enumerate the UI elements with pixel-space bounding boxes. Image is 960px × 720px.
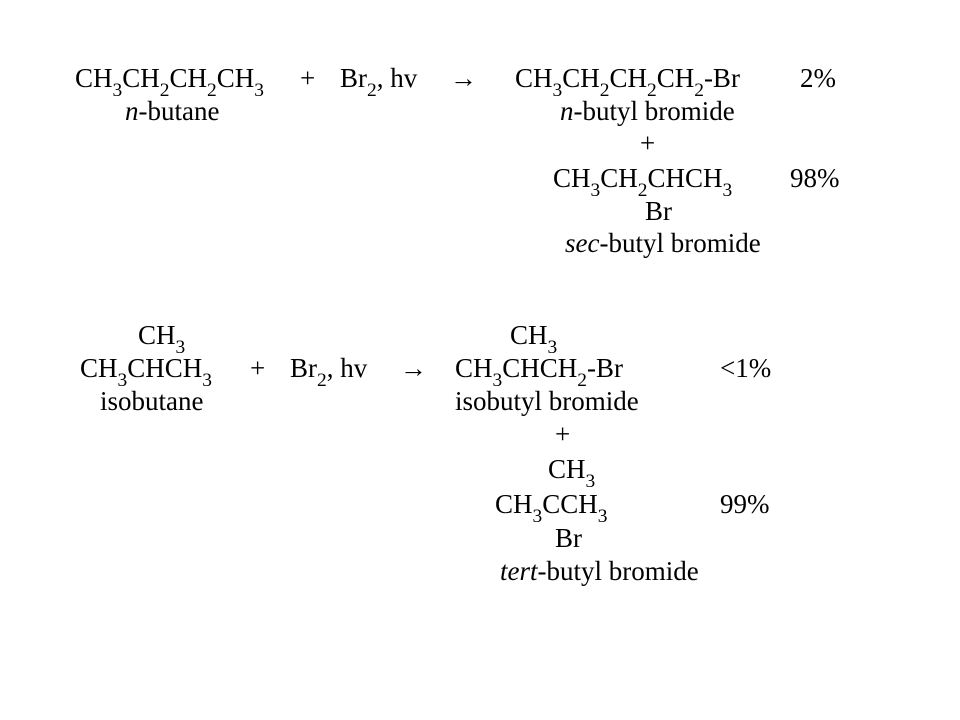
- chemistry-slide: CH3CH2CH2CH3 + Br2, hv → CH3CH2CH2CH2-Br…: [0, 0, 960, 720]
- rxn2-product1-top: CH3: [510, 322, 557, 355]
- rxn2-product2-label: tert-butyl bromide: [500, 558, 699, 585]
- rxn2-reactant-top: CH3: [138, 322, 185, 355]
- rxn1-product1-label: n-butyl bromide: [560, 98, 735, 125]
- rxn2-product2-top: CH3: [548, 456, 595, 489]
- rxn1-arrow: →: [450, 65, 477, 92]
- rxn1-product2-br: Br: [645, 198, 672, 225]
- rxn2-product1-yield: <1%: [720, 355, 771, 382]
- rxn2-plus2: +: [555, 421, 570, 448]
- rxn2-reactant-label: isobutane: [100, 388, 203, 415]
- rxn1-product1-yield: 2%: [800, 65, 836, 92]
- rxn2-product1-formula: CH3CHCH2-Br: [455, 355, 623, 388]
- rxn1-reactant-formula: CH3CH2CH2CH3: [75, 65, 264, 98]
- rxn1-product2-label: sec-butyl bromide: [565, 230, 761, 257]
- rxn2-reactant-formula: CH3CHCH3: [80, 355, 212, 388]
- rxn2-plus: +: [250, 355, 265, 382]
- rxn1-reagent: Br2, hv: [340, 65, 417, 98]
- rxn1-plus2: +: [640, 130, 655, 157]
- rxn2-product2-formula: CH3CCH3: [495, 491, 607, 524]
- rxn2-product1-label: isobutyl bromide: [455, 388, 639, 415]
- rxn1-product2-yield: 98%: [790, 165, 840, 192]
- rxn1-plus: +: [300, 65, 315, 92]
- rxn1-product2-formula: CH3CH2CHCH3: [553, 165, 732, 198]
- rxn2-reagent: Br2, hv: [290, 355, 367, 388]
- rxn1-product1-formula: CH3CH2CH2CH2-Br: [515, 65, 740, 98]
- rxn2-product2-yield: 99%: [720, 491, 770, 518]
- rxn2-arrow: →: [400, 355, 427, 382]
- rxn1-reactant-label: n-butane: [125, 98, 219, 125]
- rxn2-product2-br: Br: [555, 525, 582, 552]
